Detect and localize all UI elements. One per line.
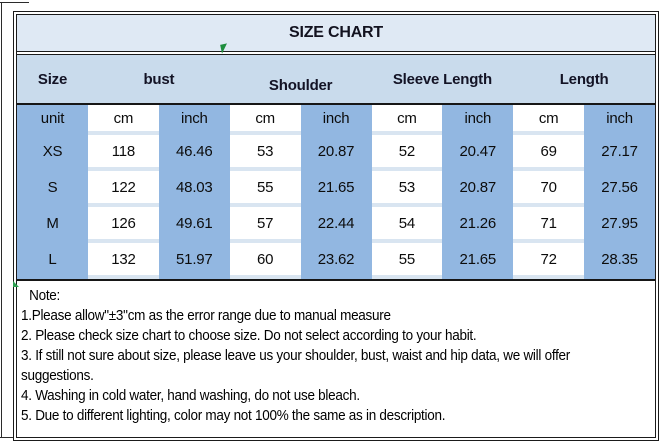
value-cell: 23.62 [300,243,372,279]
value-cell: 22.44 [300,207,372,243]
size-cell: XS [17,135,88,171]
size-cell: L [17,243,88,279]
header-length: Length [559,70,609,88]
value-cell: 27.56 [584,171,655,207]
unit-label-cell: unit [17,105,88,135]
value-cell: 69 [513,135,585,171]
green-corner-mark [13,281,19,287]
value-cell: 53 [229,135,301,171]
value-cell: 52 [371,135,443,171]
value-cell: 51.97 [158,243,230,279]
note-heading: Note: [29,287,61,304]
value-cell: 70 [513,171,585,207]
unit-cell: inch [158,105,230,135]
note-line: 2. Please check size chart to choose siz… [21,327,477,344]
value-cell: 126 [88,207,159,243]
value-cell: 20.87 [300,135,372,171]
frame-artifact-bottom [0,437,14,438]
unit-cell: cm [88,105,159,135]
value-cell: 21.65 [300,171,372,207]
value-cell: 21.26 [442,207,514,243]
size-chart-frame: SIZE CHART Size bust Shoulder Sleeve Length… [13,11,659,441]
header-bust: bust [143,70,175,88]
unit-cell: cm [371,105,443,135]
value-cell: 46.46 [158,135,230,171]
note-line: 1.Please allow"±3"cm as the error range … [21,307,391,324]
header-sleeve-length: Sleeve Length [392,70,492,88]
frame-artifact-left [1,2,2,438]
size-grid: unit cm inch cm inch cm inch cm inch XS 118 46.46 53… [17,105,655,279]
note-line: 4. Washing in cold water, hand washing, … [21,387,360,404]
value-cell: 122 [88,171,159,207]
unit-cell: inch [300,105,372,135]
unit-cell: cm [229,105,301,135]
header-row: Size bust Shoulder Sleeve Length Length [17,54,655,105]
size-cell: M [17,207,88,243]
value-cell: 27.17 [584,135,655,171]
value-cell: 53 [371,171,443,207]
value-cell: 20.87 [442,171,514,207]
value-cell: 20.47 [442,135,514,171]
unit-cell: cm [513,105,585,135]
value-cell: 49.61 [158,207,230,243]
value-cell: 48.03 [158,171,230,207]
value-cell: 60 [229,243,301,279]
unit-cell: inch [442,105,514,135]
value-cell: 55 [229,171,301,207]
value-cell: 28.35 [584,243,655,279]
value-cell: 21.65 [442,243,514,279]
value-cell: 55 [371,243,443,279]
value-cell: 54 [371,207,443,243]
chart-title: SIZE CHART [17,15,655,52]
value-cell: 71 [513,207,585,243]
value-cell: 118 [88,135,159,171]
size-chart-inner: SIZE CHART Size bust Shoulder Sleeve Length… [16,14,656,438]
size-cell: S [17,171,88,207]
value-cell: 72 [513,243,585,279]
value-cell: 57 [229,207,301,243]
unit-cell: inch [584,105,655,135]
value-cell: 132 [88,243,159,279]
notes-section: Note: 1.Please allow"±3"cm as the error r… [17,279,655,437]
frame-artifact-top [0,2,29,3]
header-size: Size [37,70,68,88]
note-line: 3. If still not sure about size, please … [21,347,571,364]
note-line: 5. Due to different lighting, color may … [21,407,446,424]
value-cell: 27.95 [584,207,655,243]
note-line: suggestions. [21,367,94,384]
header-shoulder: Shoulder [268,77,333,94]
